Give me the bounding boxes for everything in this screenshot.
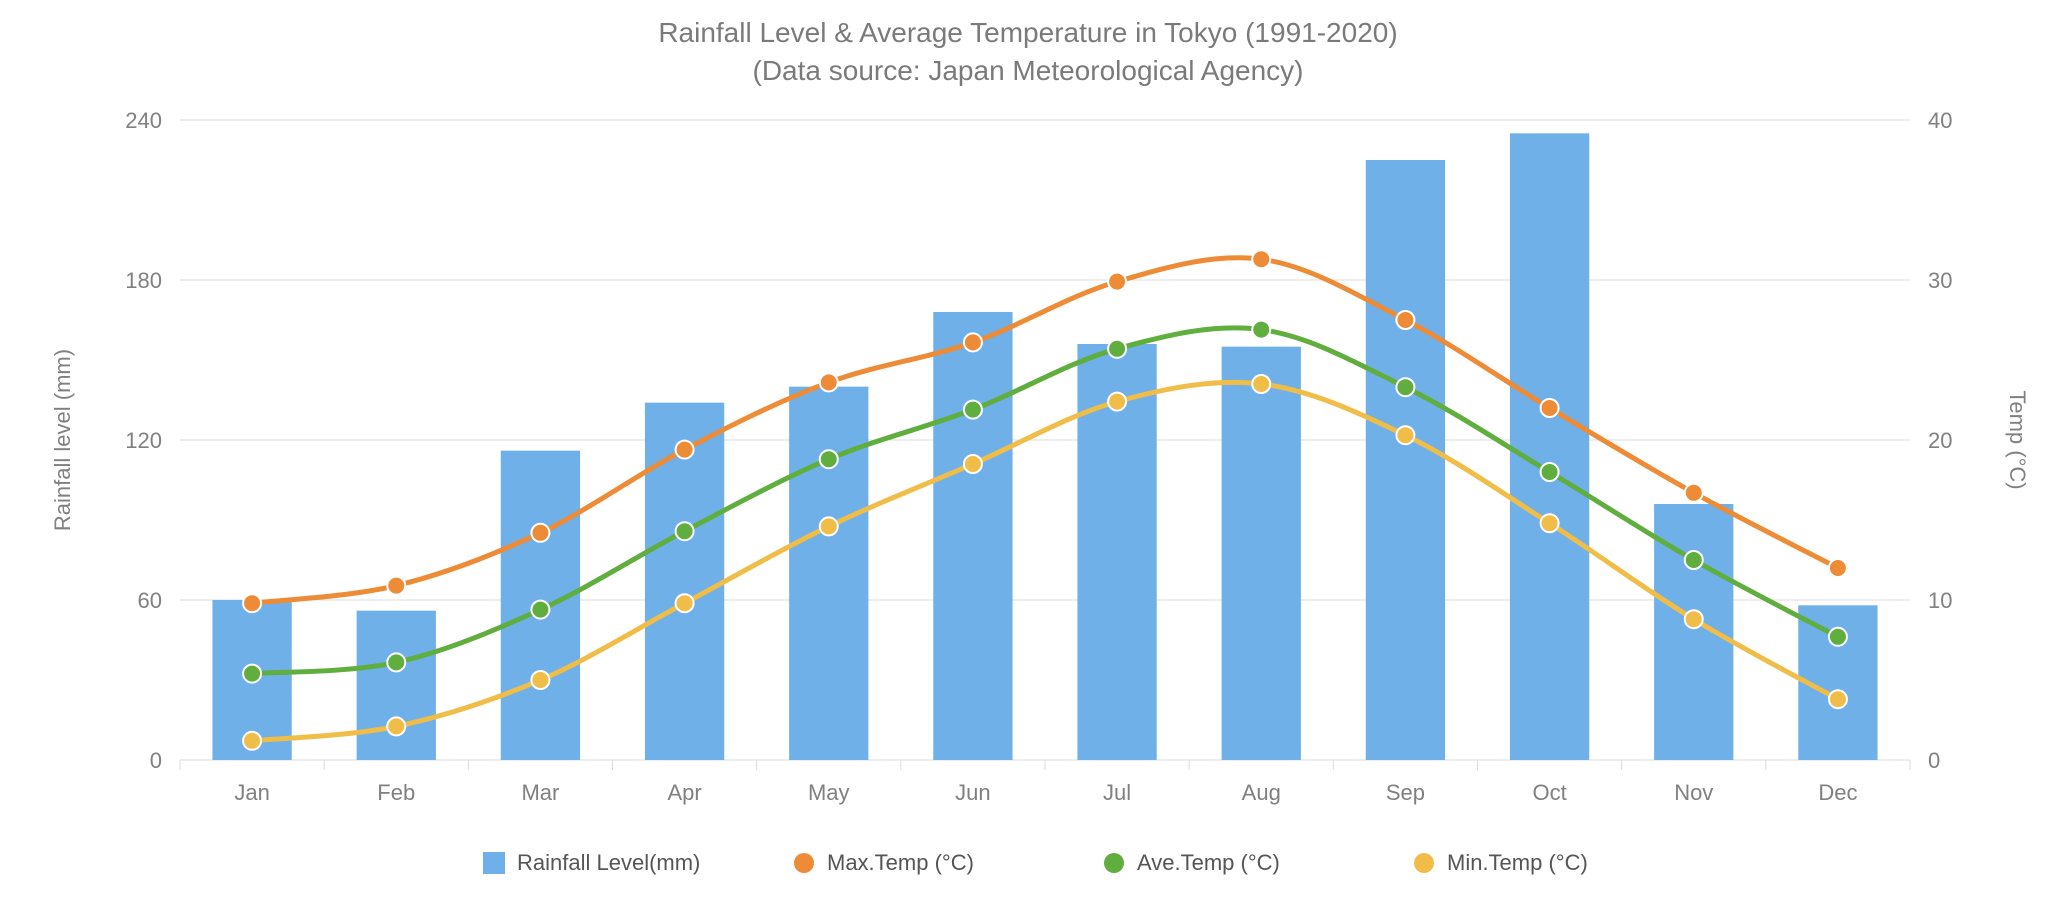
temp-marker bbox=[676, 594, 694, 612]
temp-line bbox=[252, 328, 1838, 674]
temp-marker bbox=[1541, 514, 1559, 532]
rainfall-bar bbox=[1510, 133, 1589, 760]
y-left-tick-label: 240 bbox=[125, 108, 162, 133]
temp-marker bbox=[1685, 610, 1703, 628]
temp-marker bbox=[387, 653, 405, 671]
month-label: Nov bbox=[1674, 780, 1713, 805]
month-label: Jan bbox=[234, 780, 269, 805]
y-right-tick-label: 20 bbox=[1928, 428, 1952, 453]
temp-marker bbox=[1252, 250, 1270, 268]
climate-chart: Rainfall Level & Average Temperature in … bbox=[0, 0, 2056, 920]
temp-marker bbox=[1108, 393, 1126, 411]
legend-swatch-dot bbox=[794, 853, 814, 873]
y-left-tick-label: 180 bbox=[125, 268, 162, 293]
month-label: Sep bbox=[1386, 780, 1425, 805]
month-label: Jul bbox=[1103, 780, 1131, 805]
y-right-axis-title: Temp (°C) bbox=[2005, 390, 2030, 489]
month-label: May bbox=[808, 780, 850, 805]
temp-marker bbox=[531, 601, 549, 619]
legend-label: Ave.Temp (°C) bbox=[1137, 850, 1280, 875]
temp-marker bbox=[964, 401, 982, 419]
temp-marker bbox=[820, 373, 838, 391]
temp-marker bbox=[1541, 463, 1559, 481]
temp-marker bbox=[1108, 273, 1126, 291]
temp-marker bbox=[1108, 340, 1126, 358]
temp-marker bbox=[1541, 399, 1559, 417]
temp-marker bbox=[243, 594, 261, 612]
temp-marker bbox=[1252, 375, 1270, 393]
temp-marker bbox=[1829, 559, 1847, 577]
y-left-axis-title: Rainfall level (mm) bbox=[50, 349, 75, 531]
y-right-tick-label: 0 bbox=[1928, 748, 1940, 773]
temp-marker bbox=[964, 455, 982, 473]
rainfall-bar bbox=[933, 312, 1012, 760]
temp-marker bbox=[531, 671, 549, 689]
legend-label: Rainfall Level(mm) bbox=[517, 850, 700, 875]
temp-marker bbox=[387, 717, 405, 735]
legend-swatch-bar bbox=[483, 852, 505, 874]
legend-swatch-dot bbox=[1104, 853, 1124, 873]
temp-marker bbox=[1252, 321, 1270, 339]
y-left-tick-label: 60 bbox=[138, 588, 162, 613]
month-label: Dec bbox=[1818, 780, 1857, 805]
temp-marker bbox=[676, 441, 694, 459]
y-right-tick-label: 10 bbox=[1928, 588, 1952, 613]
y-right-tick-label: 30 bbox=[1928, 268, 1952, 293]
temp-marker bbox=[387, 577, 405, 595]
temp-marker bbox=[531, 524, 549, 542]
month-label: Apr bbox=[667, 780, 701, 805]
temp-marker bbox=[676, 522, 694, 540]
month-label: Feb bbox=[377, 780, 415, 805]
chart-title-line-1: Rainfall Level & Average Temperature in … bbox=[658, 17, 1397, 48]
temp-marker bbox=[1685, 551, 1703, 569]
rainfall-bar bbox=[1366, 160, 1445, 760]
temp-marker bbox=[243, 665, 261, 683]
temp-marker bbox=[820, 450, 838, 468]
temp-marker bbox=[243, 732, 261, 750]
month-label: Aug bbox=[1242, 780, 1281, 805]
rainfall-bar bbox=[789, 387, 868, 760]
legend-label: Max.Temp (°C) bbox=[827, 850, 974, 875]
rainfall-bar bbox=[357, 611, 436, 760]
temp-marker bbox=[1396, 311, 1414, 329]
month-label: Mar bbox=[521, 780, 559, 805]
y-left-tick-label: 120 bbox=[125, 428, 162, 453]
temp-marker bbox=[1685, 484, 1703, 502]
legend-label: Min.Temp (°C) bbox=[1447, 850, 1588, 875]
y-left-tick-label: 0 bbox=[150, 748, 162, 773]
temp-marker bbox=[820, 517, 838, 535]
temp-marker bbox=[964, 333, 982, 351]
rainfall-bar bbox=[1222, 347, 1301, 760]
temp-marker bbox=[1829, 628, 1847, 646]
month-label: Jun bbox=[955, 780, 990, 805]
chart-svg: Rainfall Level & Average Temperature in … bbox=[0, 0, 2056, 920]
y-right-tick-label: 40 bbox=[1928, 108, 1952, 133]
legend-swatch-dot bbox=[1414, 853, 1434, 873]
chart-title-line-2: (Data source: Japan Meteorological Agenc… bbox=[753, 55, 1304, 86]
month-label: Oct bbox=[1532, 780, 1566, 805]
temp-marker bbox=[1829, 690, 1847, 708]
temp-marker bbox=[1396, 378, 1414, 396]
temp-marker bbox=[1396, 426, 1414, 444]
